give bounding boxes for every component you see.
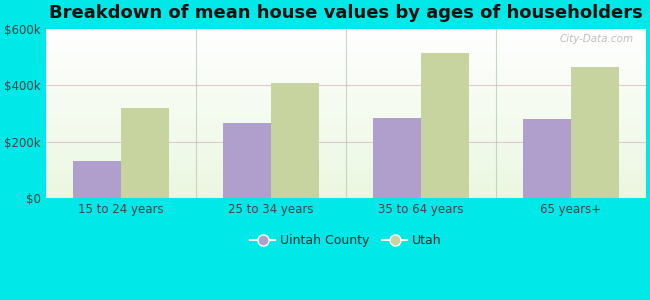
Bar [421, 53, 469, 198]
Bar [122, 108, 169, 198]
Bar [223, 123, 271, 198]
Title: Breakdown of mean house values by ages of householders: Breakdown of mean house values by ages o… [49, 4, 643, 22]
Bar [523, 119, 571, 198]
Bar [73, 161, 122, 198]
Bar [271, 83, 319, 198]
Legend: Uintah County, Utah: Uintah County, Utah [245, 230, 447, 252]
Text: City-Data.com: City-Data.com [560, 34, 634, 44]
Bar [373, 118, 421, 198]
Bar [571, 67, 619, 198]
